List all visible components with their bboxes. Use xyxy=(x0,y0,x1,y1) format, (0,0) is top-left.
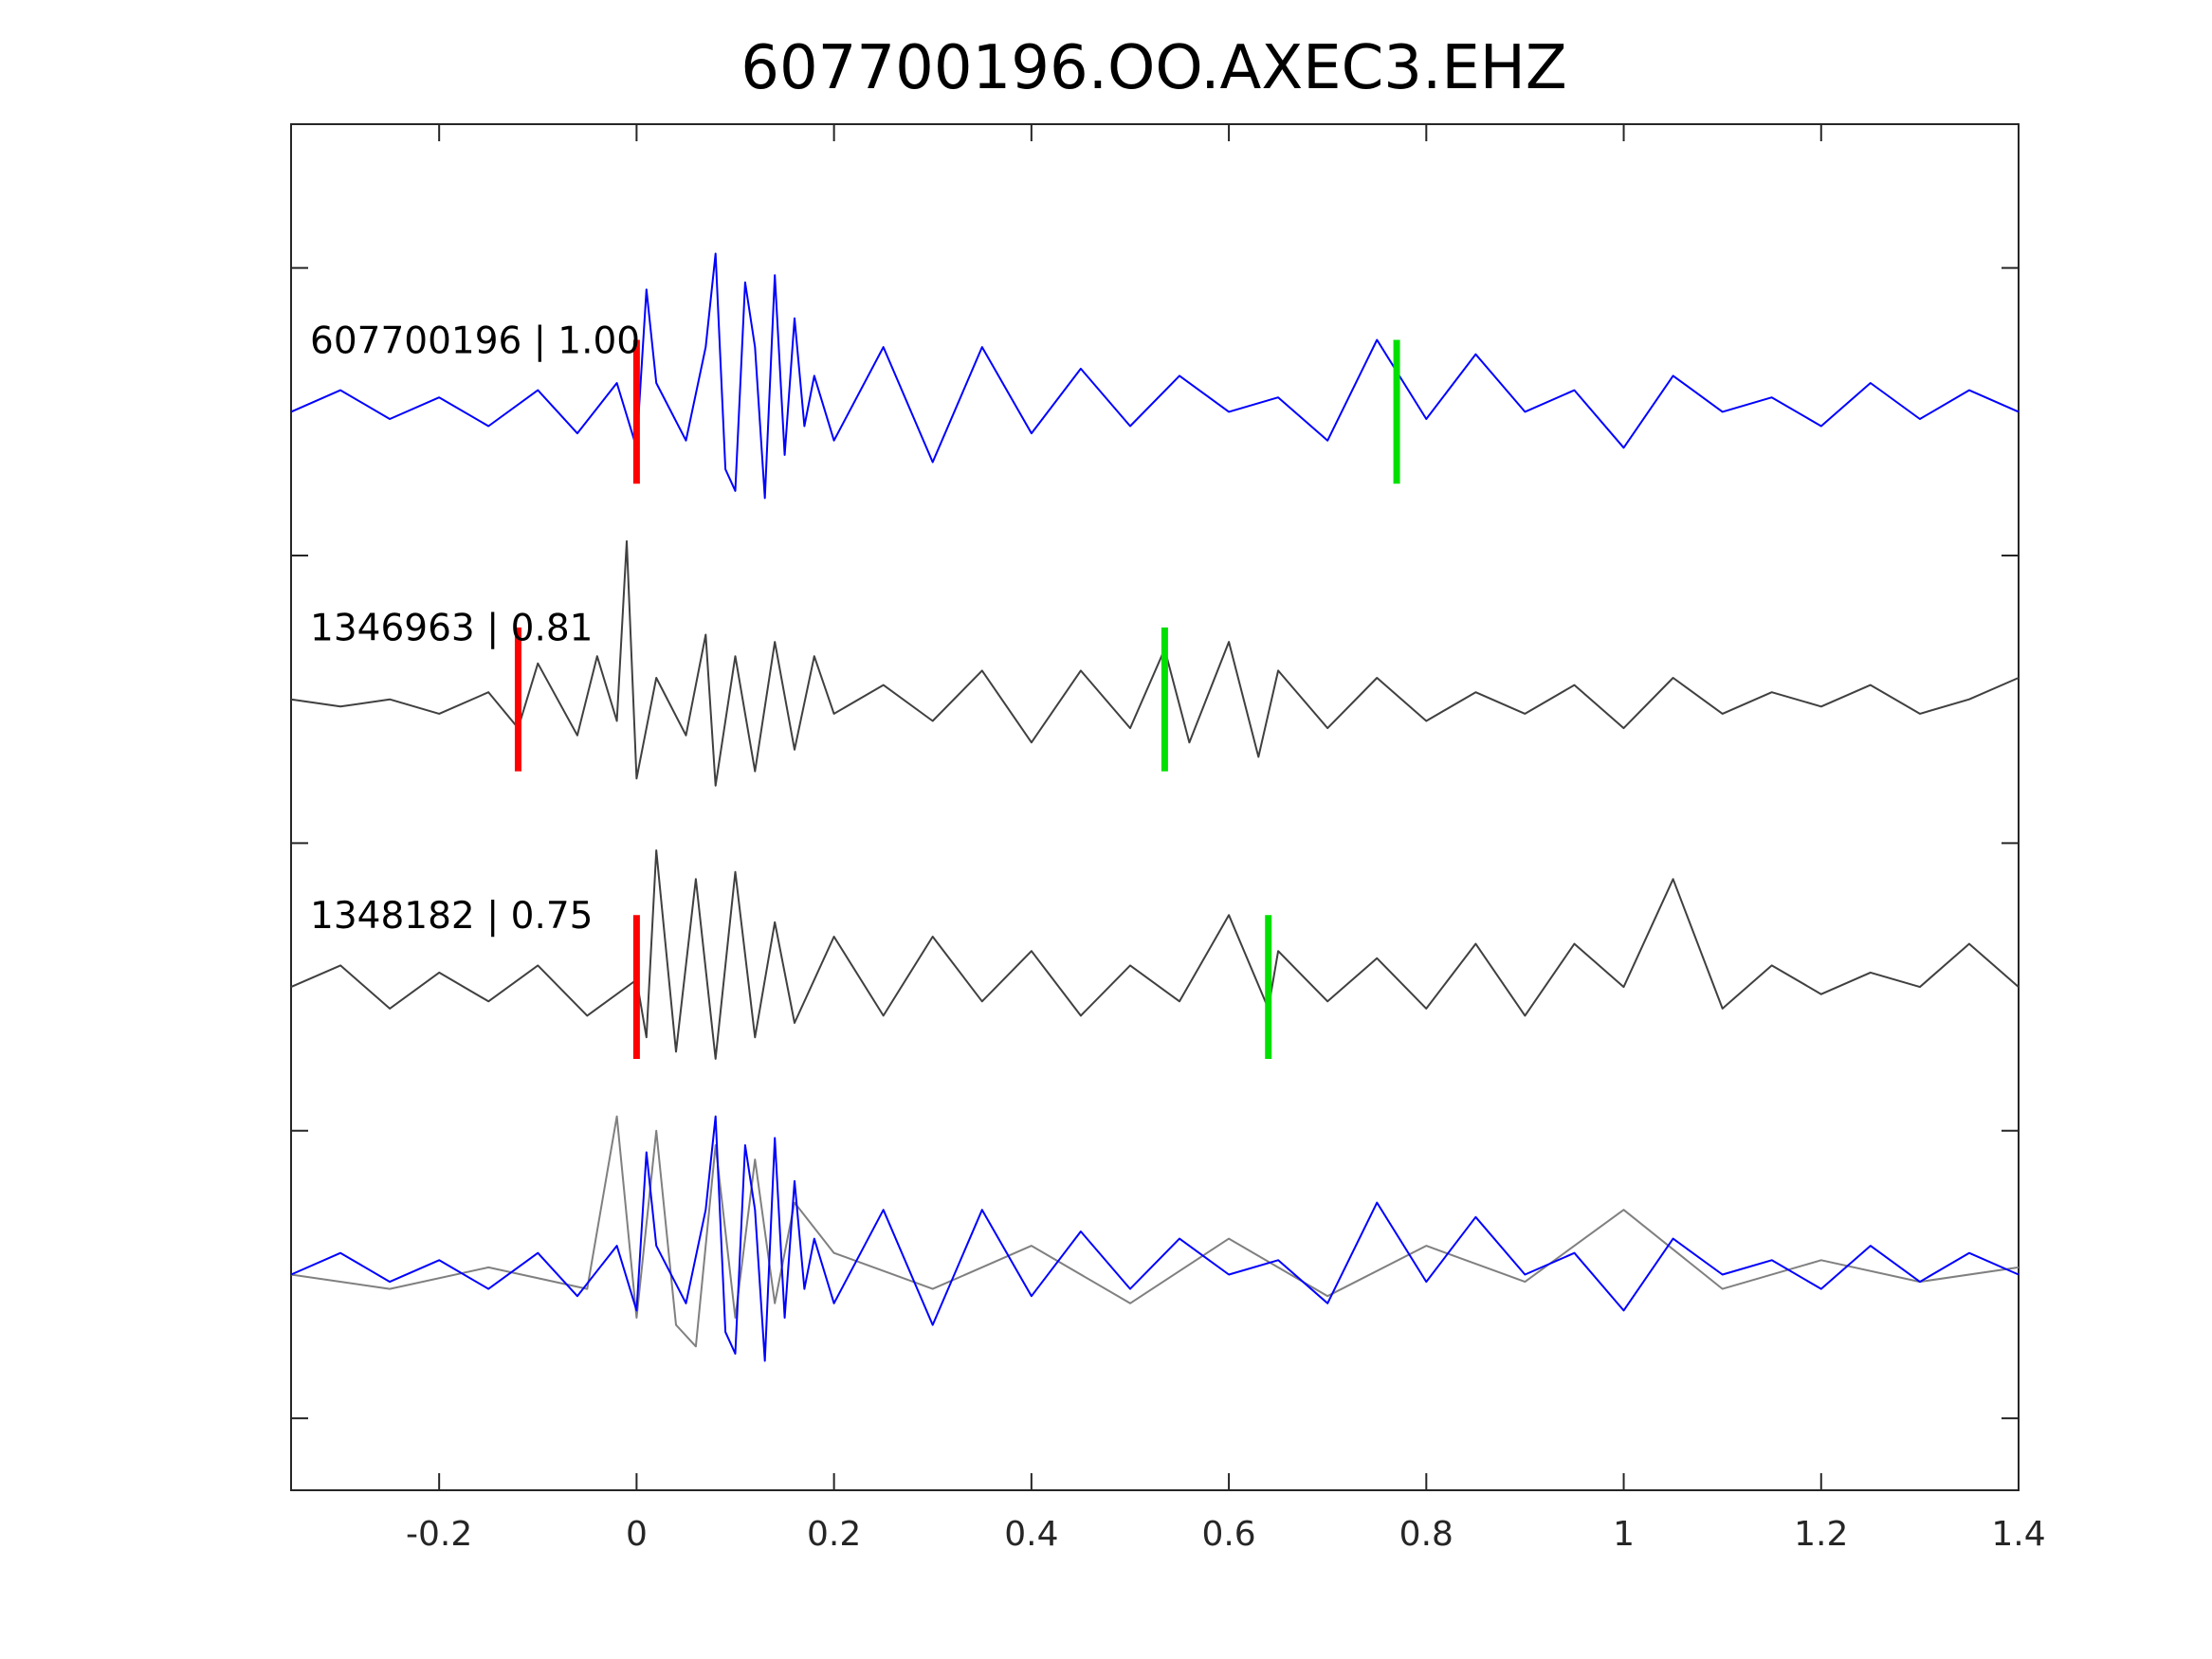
x-tick-label: 0 xyxy=(626,1515,648,1554)
x-tick-label: 0.2 xyxy=(807,1515,861,1554)
tick-marks xyxy=(291,124,2020,1490)
x-tick-label: 0.8 xyxy=(1399,1515,1453,1554)
x-tick-labels: -0.2 0 0.2 0.4 0.6 0.8 1 1.2 1.4 xyxy=(406,1515,2046,1554)
overlay-waveform-line xyxy=(290,1115,2020,1348)
axes-box xyxy=(290,123,2020,1491)
waveform-line-1346963 xyxy=(290,539,2020,787)
x-tick-label: -0.2 xyxy=(406,1515,472,1554)
x-tick-label: 1.4 xyxy=(1991,1515,2045,1554)
chart-title: 607700196.OO.AXEC3.EHZ xyxy=(740,33,1567,103)
trace-labels: 607700196 | 1.00 1346963 | 0.81 1348182 | … xyxy=(310,319,640,938)
trace-label: 1346963 | 0.81 xyxy=(310,608,593,650)
phase-picks xyxy=(514,339,1400,1059)
x-tick-label: 0.6 xyxy=(1201,1515,1255,1554)
overlay-waveform-line xyxy=(290,1115,2020,1362)
trace-label: 607700196 | 1.00 xyxy=(310,319,640,362)
x-tick-label: 1 xyxy=(1613,1515,1635,1554)
x-tick-label: 1.2 xyxy=(1794,1515,1848,1554)
x-tick-label: 0.4 xyxy=(1004,1515,1058,1554)
trace-label: 1348182 | 0.75 xyxy=(310,895,593,938)
